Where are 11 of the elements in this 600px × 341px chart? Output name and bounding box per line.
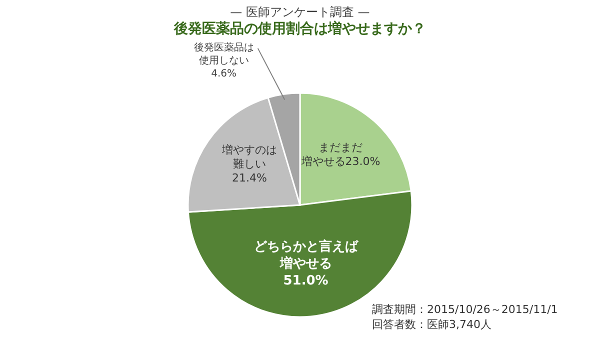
data-label: 4.6% xyxy=(211,68,237,80)
slice-label: まだまだ増やせる23.0% xyxy=(300,140,380,168)
chart-subtitle: 後発医薬品の使用割合は増やせますか？ xyxy=(173,20,426,37)
slice-label: 増やすのは難しい xyxy=(220,144,277,171)
text: 調査期間：2015/10/26～2015/11/1 xyxy=(372,303,558,316)
text: 回答者数：医師3,740人 xyxy=(372,318,492,331)
chart-title: — 医師アンケート調査 — xyxy=(230,5,370,19)
slice-label: 後発医薬品は使用しない xyxy=(194,41,254,66)
slice-label: どちらかと言えば増やせる xyxy=(254,238,359,272)
data-label: 51.0% xyxy=(283,273,328,288)
data-label: 21.4% xyxy=(232,172,267,185)
